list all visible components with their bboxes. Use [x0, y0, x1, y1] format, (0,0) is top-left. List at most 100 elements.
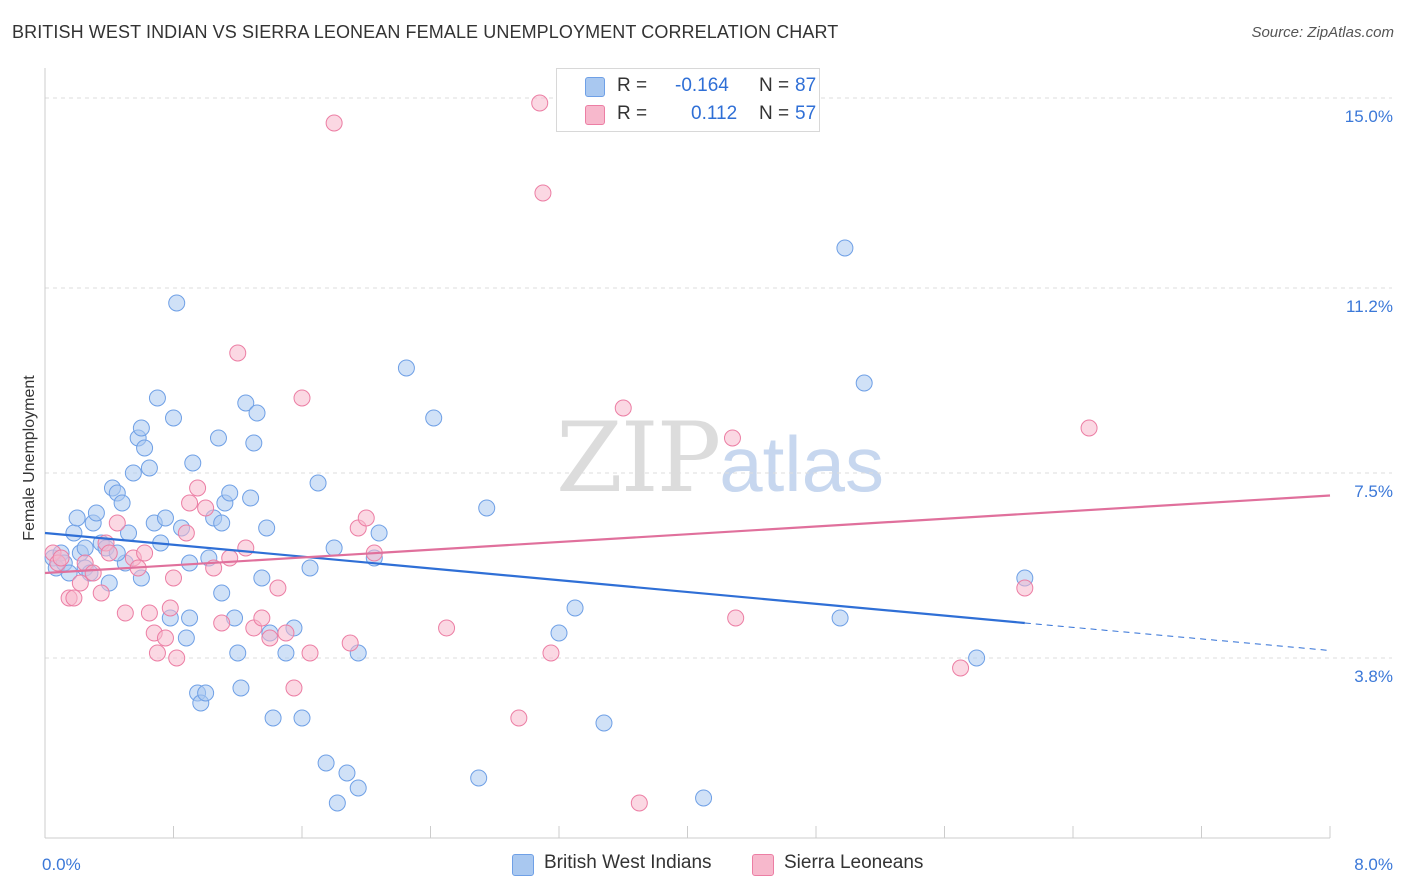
point-sierra-leoneans: [156, 629, 174, 647]
point-sierra-leoneans: [357, 509, 375, 527]
correlation-legend: R = -0.164 N = 87 R = 0.112 N = 57: [556, 68, 820, 132]
point-sierra-leoneans: [100, 544, 118, 562]
point-british-west-indians: [209, 429, 227, 447]
point-british-west-indians: [132, 419, 150, 437]
point-sierra-leoneans: [1016, 579, 1034, 597]
legend-n-label: N =: [759, 75, 790, 96]
point-british-west-indians: [328, 794, 346, 812]
watermark-atlas: atlas: [719, 420, 884, 508]
point-british-west-indians: [87, 504, 105, 522]
point-british-west-indians: [478, 499, 496, 517]
legend-r-value: -0.164: [675, 75, 729, 96]
point-british-west-indians: [124, 464, 142, 482]
point-sierra-leoneans: [229, 344, 247, 362]
point-british-west-indians: [277, 644, 295, 662]
point-british-west-indians: [248, 404, 266, 422]
point-british-west-indians: [301, 559, 319, 577]
point-british-west-indians: [245, 434, 263, 452]
point-sierra-leoneans: [181, 494, 199, 512]
point-british-west-indians: [113, 494, 131, 512]
point-british-west-indians: [65, 524, 83, 542]
point-sierra-leoneans: [108, 514, 126, 532]
legend-r-value: 0.112: [691, 103, 738, 124]
point-british-west-indians: [213, 584, 231, 602]
point-british-west-indians: [213, 514, 231, 532]
point-british-west-indians: [258, 519, 276, 537]
point-sierra-leoneans: [341, 634, 359, 652]
x-tick-label: 0.0%: [42, 855, 81, 874]
data-points: [44, 94, 1098, 812]
point-sierra-leoneans: [531, 94, 549, 112]
bottom-legend-swatch-pink: [752, 854, 774, 876]
point-british-west-indians: [338, 764, 356, 782]
point-british-west-indians: [370, 524, 388, 542]
point-british-west-indians: [177, 629, 195, 647]
watermark-zip: ZIP: [556, 402, 721, 514]
point-british-west-indians: [156, 509, 174, 527]
legend-r-label: R =: [617, 75, 648, 96]
point-sierra-leoneans: [84, 564, 102, 582]
legend-swatch-blue: [585, 77, 605, 97]
point-sierra-leoneans: [325, 114, 343, 132]
point-british-west-indians: [397, 359, 415, 377]
point-british-west-indians: [425, 409, 443, 427]
point-sierra-leoneans: [237, 539, 255, 557]
point-british-west-indians: [221, 484, 239, 502]
point-sierra-leoneans: [952, 659, 970, 677]
point-british-west-indians: [550, 624, 568, 642]
point-british-west-indians: [253, 569, 271, 587]
y-tick-label: 7.5%: [1354, 482, 1393, 501]
point-british-west-indians: [293, 709, 311, 727]
legend-n-label: N =: [759, 103, 790, 124]
point-sierra-leoneans: [1080, 419, 1098, 437]
point-british-west-indians: [242, 489, 260, 507]
point-british-west-indians: [349, 779, 367, 797]
point-sierra-leoneans: [277, 624, 295, 642]
point-british-west-indians: [836, 239, 854, 257]
point-british-west-indians: [184, 454, 202, 472]
source-label: Source: ZipAtlas.com: [1251, 24, 1394, 41]
bottom-legend-swatch-blue: [512, 854, 534, 876]
y-tick-label: 11.2%: [1346, 297, 1393, 316]
point-british-west-indians: [831, 609, 849, 627]
legend-n-value: 57: [795, 103, 817, 124]
point-british-west-indians: [470, 769, 488, 787]
point-british-west-indians: [968, 649, 986, 667]
point-british-west-indians: [76, 539, 94, 557]
trend-line-british-west-indians: [44, 531, 1025, 625]
point-sierra-leoneans: [510, 709, 528, 727]
watermark: ZIPatlas: [556, 402, 884, 514]
point-sierra-leoneans: [52, 549, 70, 567]
point-sierra-leoneans: [71, 574, 89, 592]
point-british-west-indians: [229, 644, 247, 662]
point-sierra-leoneans: [269, 579, 287, 597]
legend-n-value: 87: [795, 75, 817, 96]
point-sierra-leoneans: [148, 644, 166, 662]
point-british-west-indians: [232, 679, 250, 697]
legend-swatch-pink: [585, 105, 605, 125]
x-tick-label: 8.0%: [1354, 855, 1393, 874]
point-sierra-leoneans: [177, 524, 195, 542]
point-british-west-indians: [566, 599, 584, 617]
trend-line-sierra-leoneans: [44, 494, 1331, 575]
bottom-legend-label: British West Indians: [544, 852, 712, 873]
point-british-west-indians: [264, 709, 282, 727]
tick-labels: 3.8% 7.5% 11.2% 15.0% 0.0% 8.0%: [42, 107, 1393, 874]
trend-lines: [44, 494, 1331, 651]
point-british-west-indians: [168, 294, 186, 312]
point-british-west-indians: [197, 684, 215, 702]
bottom-legend-label: Sierra Leoneans: [784, 852, 924, 873]
point-british-west-indians: [68, 509, 86, 527]
trend-line-british-west-indians-extension: [1024, 622, 1331, 651]
point-sierra-leoneans: [285, 679, 303, 697]
point-sierra-leoneans: [723, 429, 741, 447]
point-sierra-leoneans: [92, 584, 110, 602]
point-british-west-indians: [317, 754, 335, 772]
y-tick-label: 3.8%: [1354, 667, 1393, 686]
point-british-west-indians: [148, 389, 166, 407]
point-sierra-leoneans: [542, 644, 560, 662]
point-sierra-leoneans: [213, 614, 231, 632]
point-british-west-indians: [237, 394, 255, 412]
point-sierra-leoneans: [727, 609, 745, 627]
